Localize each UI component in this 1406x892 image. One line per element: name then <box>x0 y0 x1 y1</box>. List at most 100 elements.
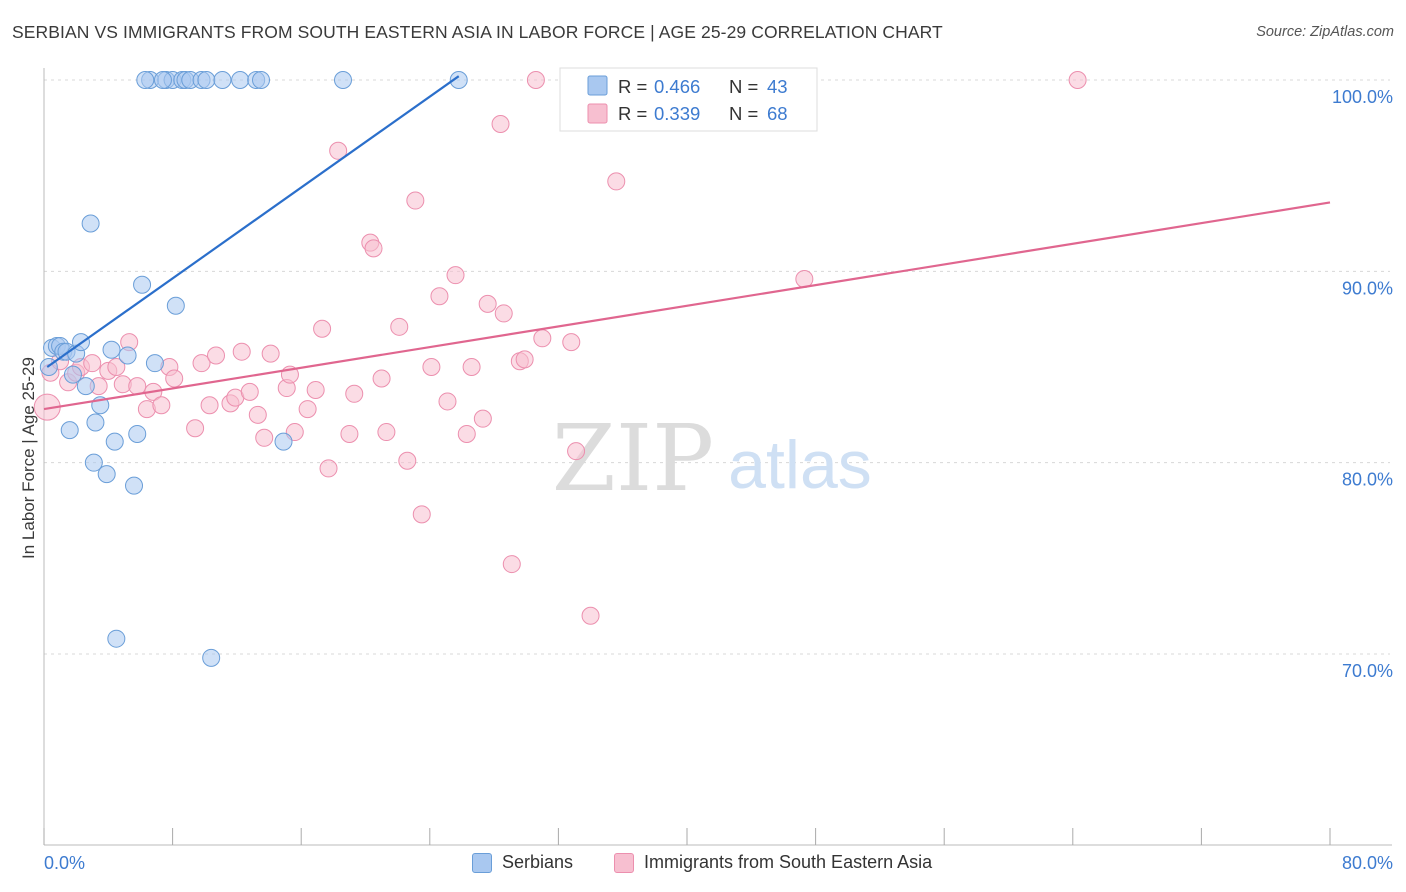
point-serbians <box>107 629 126 648</box>
point-immigrants <box>107 358 126 376</box>
bottom-legend-label-immigrants: Immigrants from South Eastern Asia <box>644 852 933 872</box>
point-immigrants <box>319 459 338 478</box>
legend-swatch-immigrants <box>587 103 608 124</box>
point-immigrants <box>515 350 534 369</box>
point-serbians <box>449 71 468 89</box>
point-immigrants <box>607 172 626 191</box>
legend-r-value-immigrants: 0.339 <box>654 103 700 124</box>
point-immigrants <box>255 428 274 447</box>
point-immigrants <box>533 329 552 348</box>
point-serbians <box>97 465 116 484</box>
point-serbians <box>231 71 250 89</box>
point-serbians <box>333 71 352 89</box>
point-immigrants <box>377 423 396 442</box>
watermark-atlas: atlas <box>728 427 872 503</box>
bottom-legend-item-immigrants: Immigrants from South Eastern Asia <box>614 852 932 873</box>
point-immigrants <box>207 346 226 365</box>
point-serbians <box>153 71 172 89</box>
point-immigrants <box>232 342 251 361</box>
bottom-legend-item-serbians: Serbians <box>472 852 573 873</box>
point-immigrants <box>478 294 497 313</box>
tick-labels: 100.0% 90.0% 80.0% 70.0% 0.0% 80.0% <box>44 87 1393 873</box>
point-immigrants <box>329 141 348 160</box>
y-tick-label: 80.0% <box>1342 470 1393 490</box>
point-serbians <box>145 354 164 373</box>
bottom-legend-swatch-serbians <box>472 852 492 873</box>
point-immigrants <box>372 369 391 388</box>
point-serbians <box>118 346 137 365</box>
point-immigrants <box>473 409 492 428</box>
y-tick-label: 100.0% <box>1332 87 1393 107</box>
point-serbians <box>105 432 124 451</box>
point-serbians <box>86 413 105 432</box>
watermark: ZIP atlas <box>552 405 872 512</box>
legend-n-value-serbians: 43 <box>767 76 788 97</box>
point-immigrants <box>1068 71 1087 89</box>
axes <box>43 68 1392 846</box>
point-immigrants <box>240 382 259 401</box>
y-tick-label: 70.0% <box>1342 661 1393 681</box>
point-immigrants <box>364 239 383 258</box>
point-immigrants <box>567 442 586 461</box>
x-tick-label: 80.0% <box>1342 853 1393 873</box>
point-immigrants <box>186 419 205 438</box>
point-serbians <box>128 424 147 443</box>
trend-lines <box>43 75 1331 411</box>
point-serbians <box>84 453 103 472</box>
point-serbians <box>136 71 155 89</box>
legend-swatch-serbians <box>587 75 608 96</box>
point-immigrants <box>491 115 510 134</box>
point-serbians <box>202 648 221 667</box>
legend-n-label-serbians: N = <box>729 76 758 97</box>
point-immigrants <box>457 424 476 443</box>
legend-r-label-immigrants: R = <box>618 103 647 124</box>
point-immigrants <box>192 354 211 373</box>
legend-r-label-serbians: R = <box>618 76 647 97</box>
point-immigrants <box>165 369 184 388</box>
point-serbians <box>252 71 271 89</box>
point-immigrants <box>412 505 431 524</box>
point-immigrants <box>298 400 317 419</box>
point-immigrants <box>446 266 465 285</box>
chart-title: SERBIAN VS IMMIGRANTS FROM SOUTH EASTERN… <box>12 22 943 42</box>
point-serbians <box>102 340 121 359</box>
point-serbians <box>63 365 82 384</box>
point-immigrants <box>438 392 457 411</box>
point-immigrants <box>200 396 219 415</box>
series-immigrants-points <box>33 71 1087 625</box>
trend-line-serbians <box>46 75 460 368</box>
y-tick-label: 90.0% <box>1342 278 1393 298</box>
trend-line-immigrants <box>43 201 1331 411</box>
point-serbians <box>274 432 293 451</box>
point-immigrants <box>430 287 449 306</box>
point-immigrants <box>248 405 267 424</box>
source-credit: Source: ZipAtlas.com <box>1256 24 1394 40</box>
bottom-legend-swatch-immigrants <box>614 852 634 873</box>
point-serbians <box>60 421 79 440</box>
legend-n-value-immigrants: 68 <box>767 103 788 124</box>
point-immigrants <box>581 606 600 625</box>
point-immigrants <box>462 358 481 376</box>
point-immigrants <box>502 555 521 574</box>
point-serbians <box>125 476 144 495</box>
point-serbians <box>133 275 152 294</box>
point-immigrants <box>526 71 545 89</box>
bottom-legend: Serbians Immigrants from South Eastern A… <box>0 850 1406 880</box>
point-immigrants <box>261 344 280 363</box>
point-serbians <box>81 214 100 233</box>
x-tick-label: 0.0% <box>44 853 85 873</box>
point-serbians <box>76 377 95 396</box>
point-serbians <box>213 71 232 89</box>
point-immigrants <box>422 358 441 376</box>
point-immigrants <box>83 354 102 373</box>
point-serbians <box>197 71 216 89</box>
point-immigrants <box>562 333 581 352</box>
legend-r-value-serbians: 0.466 <box>654 76 700 97</box>
point-immigrants <box>406 191 425 210</box>
point-immigrants <box>313 319 332 338</box>
point-immigrants <box>340 424 359 443</box>
legend-box: R = 0.466 N = 43 R = 0.339 N = 68 <box>559 67 818 132</box>
point-immigrants <box>306 380 325 399</box>
point-immigrants <box>345 384 364 403</box>
